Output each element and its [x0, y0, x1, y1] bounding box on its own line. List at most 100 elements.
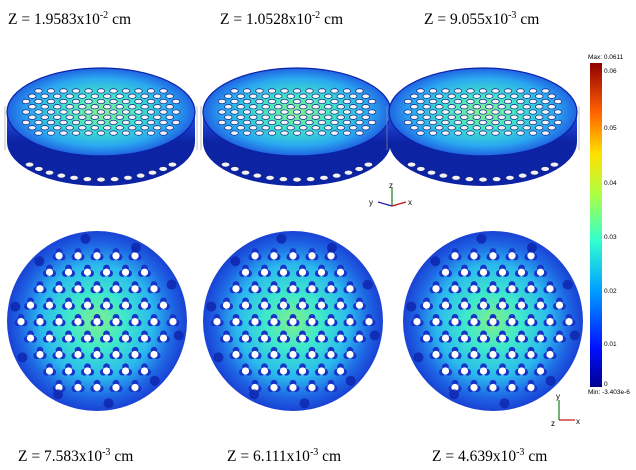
- hole: [147, 314, 161, 327]
- hole: [14, 314, 28, 327]
- hole: [429, 314, 443, 327]
- hole: [267, 346, 281, 360]
- hole: [295, 264, 310, 277]
- hole: [495, 363, 510, 376]
- hole: [61, 330, 76, 343]
- hole: [210, 314, 224, 327]
- colorbar-tick-2: 0.04: [604, 180, 617, 187]
- disc-top-view-2: [203, 231, 383, 411]
- hole: [109, 346, 123, 360]
- hole: [476, 297, 491, 310]
- hole: [23, 297, 38, 310]
- hole: [476, 363, 491, 376]
- hole: [305, 248, 319, 261]
- hole: [410, 314, 424, 327]
- hole: [61, 264, 76, 277]
- hole: [562, 314, 576, 327]
- disc-top-view-1: [7, 231, 187, 411]
- hole: [118, 330, 133, 343]
- hole: [505, 346, 519, 360]
- hole: [448, 314, 462, 327]
- hole: [524, 314, 538, 327]
- hole: [362, 314, 376, 327]
- hole: [533, 264, 548, 277]
- hole: [71, 281, 85, 294]
- hole: [457, 363, 472, 376]
- hole: [109, 281, 123, 294]
- hole: [333, 330, 348, 343]
- hole: [23, 330, 38, 343]
- hole: [505, 379, 519, 393]
- hole: [128, 281, 142, 294]
- hole: [352, 297, 367, 310]
- hole: [438, 330, 453, 343]
- hole: [238, 363, 253, 376]
- hole: [448, 346, 462, 360]
- hole: [238, 297, 253, 310]
- hole: [52, 314, 66, 327]
- hole: [156, 330, 171, 343]
- hole: [276, 330, 291, 343]
- hole: [514, 297, 529, 310]
- hole: [352, 330, 367, 343]
- hole: [71, 379, 85, 393]
- hole: [419, 330, 434, 343]
- hole: [90, 281, 104, 294]
- hole: [267, 314, 281, 327]
- hole: [71, 346, 85, 360]
- hole: [219, 297, 234, 310]
- hole: [495, 330, 510, 343]
- hole: [305, 346, 319, 360]
- hole: [118, 264, 133, 277]
- hole: [467, 248, 481, 261]
- hole: [52, 248, 66, 261]
- hole: [467, 379, 481, 393]
- axis-x-label: x: [408, 198, 412, 207]
- hole: [448, 281, 462, 294]
- hole: [229, 314, 243, 327]
- hole: [524, 281, 538, 294]
- hole: [476, 264, 491, 277]
- hole: [533, 363, 548, 376]
- hole: [286, 248, 300, 261]
- hole: [109, 314, 123, 327]
- hole: [229, 346, 243, 360]
- hole: [128, 314, 142, 327]
- colorbar-tick-0: 0.06: [604, 68, 617, 75]
- hole: [118, 297, 133, 310]
- hole: [137, 330, 152, 343]
- hole: [343, 314, 357, 327]
- colorbar-max-label: Max: 0.0611: [588, 54, 624, 61]
- hole: [286, 281, 300, 294]
- hole: [71, 314, 85, 327]
- colorbar-min-label: Min: -3.403e-6: [588, 389, 630, 396]
- colorbar-tick-4: 0.02: [604, 288, 617, 295]
- hole: [238, 264, 253, 277]
- caption-bottom-3: Z = 4.639x10-3 cm: [432, 447, 548, 466]
- hole: [156, 297, 171, 310]
- caption-top-1: Z = 1.9583x10-2 cm: [8, 10, 131, 29]
- hole: [137, 363, 152, 376]
- colorbar-tick-5: 0.01: [604, 341, 617, 348]
- hole: [467, 281, 481, 294]
- hole: [295, 297, 310, 310]
- hole: [467, 346, 481, 360]
- hole: [229, 281, 243, 294]
- hole: [80, 264, 95, 277]
- axes-triad-bottom: y x z: [551, 392, 580, 428]
- hole: [505, 314, 519, 327]
- hole: [219, 330, 234, 343]
- hole: [467, 314, 481, 327]
- disc-top-view-3: [403, 231, 583, 411]
- hole: [448, 248, 462, 261]
- hole: [514, 264, 529, 277]
- hole: [267, 281, 281, 294]
- disc-3d-1: [4, 67, 198, 186]
- hole: [99, 363, 114, 376]
- hole: [333, 297, 348, 310]
- hole: [276, 297, 291, 310]
- caption-bottom-2: Z = 6.111x10-3 cm: [227, 447, 342, 466]
- hole: [61, 297, 76, 310]
- hole: [257, 363, 272, 376]
- colorbar-tick-3: 0.03: [604, 234, 617, 241]
